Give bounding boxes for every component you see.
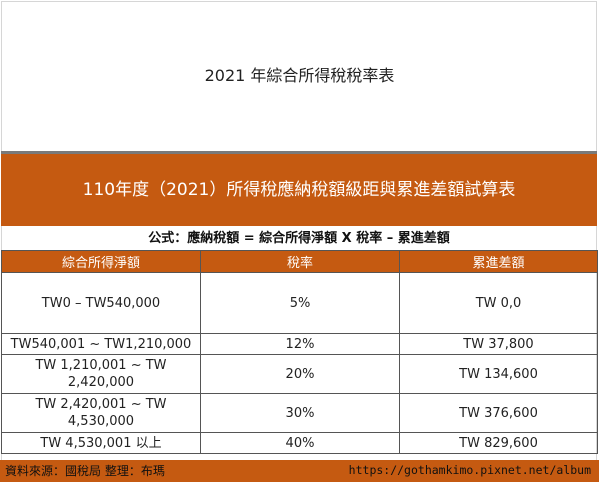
table-row: TW 4,530,001 以上 40% TW 829,600 [1, 432, 598, 454]
cell-tax-rate: 40% [200, 432, 400, 454]
page-title: 2021 年綜合所得稅稅率表 [204, 66, 395, 85]
footer-bar: 資料來源：國稅局 整理：布瑪 https://gothamkimo.pixnet… [0, 460, 599, 482]
table-row: TW540,001 ~ TW1,210,000 12% TW 37,800 [1, 333, 598, 355]
cell-progressive-difference: TW 37,800 [399, 333, 598, 355]
header-net-income: 綜合所得淨額 [1, 250, 201, 273]
source-credit: 資料來源：國稅局 整理：布瑪 [5, 464, 165, 478]
table-row: TW0 – TW540,000 5% TW 0,0 [1, 272, 598, 334]
cell-progressive-difference: TW 829,600 [399, 432, 598, 454]
formula-text: 公式：應納稅額 = 綜合所得淨額 X 稅率 – 累進差額 [1, 228, 597, 251]
cell-tax-rate: 30% [200, 393, 400, 433]
header-tax-rate: 稅率 [200, 250, 400, 273]
cell-tax-rate: 12% [200, 333, 400, 355]
cell-net-income: TW0 – TW540,000 [1, 272, 201, 334]
table-row: TW 1,210,001 ~ TW 2,420,000 20% TW 134,6… [1, 354, 598, 394]
cell-tax-rate: 5% [200, 272, 400, 334]
table-banner-title: 110年度（2021）所得稅應納稅額級距與累進差額試算表 [1, 151, 597, 226]
tax-rate-table: 綜合所得淨額 稅率 累進差額 TW0 – TW540,000 5% TW 0,0… [1, 250, 598, 454]
cell-progressive-difference: TW 134,600 [399, 354, 598, 394]
cell-progressive-difference: TW 0,0 [399, 272, 598, 334]
table-row: TW 2,420,001 ~ TW 4,530,000 30% TW 376,6… [1, 393, 598, 433]
table-header-row: 綜合所得淨額 稅率 累進差額 [1, 250, 598, 273]
header-progressive-difference: 累進差額 [399, 250, 598, 273]
cell-net-income: TW 1,210,001 ~ TW 2,420,000 [1, 354, 201, 394]
cell-progressive-difference: TW 376,600 [399, 393, 598, 433]
cell-net-income: TW 2,420,001 ~ TW 4,530,000 [1, 393, 201, 433]
watermark-url: https://gothamkimo.pixnet.net/album [348, 463, 591, 477]
cell-net-income: TW 4,530,001 以上 [1, 432, 201, 454]
cell-tax-rate: 20% [200, 354, 400, 394]
cell-net-income: TW540,001 ~ TW1,210,000 [1, 333, 201, 355]
